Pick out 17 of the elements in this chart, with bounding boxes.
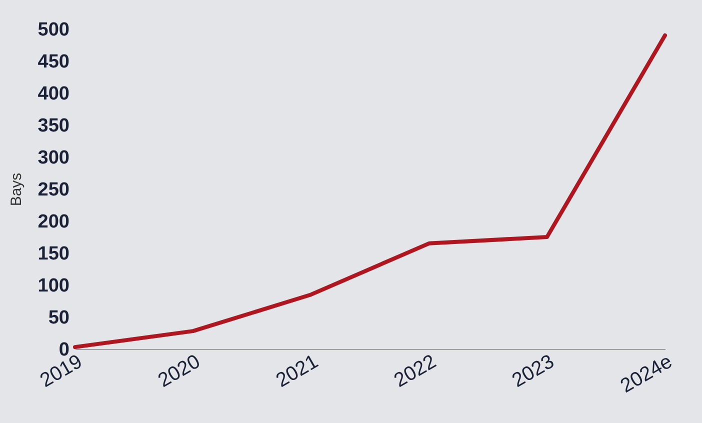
- y-tick-label: 450: [38, 52, 70, 72]
- x-tick-label: 2022: [390, 350, 440, 392]
- y-tick-label: 250: [38, 180, 70, 200]
- y-tick-label: 50: [48, 308, 70, 328]
- y-tick-label: 500: [38, 20, 70, 40]
- x-tick-label: 2021: [272, 350, 322, 392]
- y-tick-label: 300: [38, 148, 70, 168]
- y-axis-title: Bays: [8, 172, 25, 206]
- y-tick-label: 100: [38, 276, 70, 296]
- x-tick-label: 2023: [508, 350, 558, 392]
- line-series: [73, 33, 667, 350]
- x-tick-label: 2020: [154, 350, 204, 392]
- y-tick-label: 150: [38, 244, 70, 264]
- y-tick-label: 350: [38, 116, 70, 136]
- y-tick-label: 0: [58, 340, 70, 360]
- y-tick-label: 400: [38, 84, 70, 104]
- y-tick-label: 200: [38, 212, 70, 232]
